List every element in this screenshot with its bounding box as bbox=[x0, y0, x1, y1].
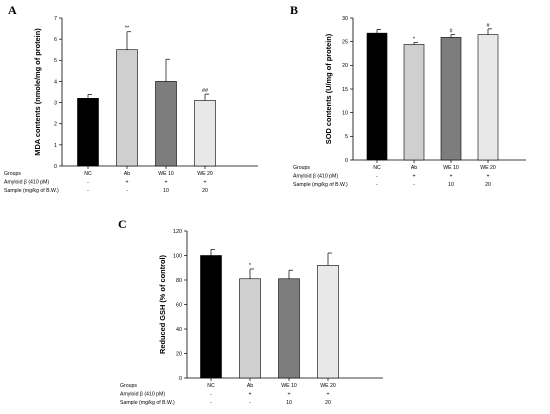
row-cell: - bbox=[87, 180, 89, 186]
y-tick-label: 0 bbox=[345, 158, 348, 164]
significance-mark: ** bbox=[125, 26, 130, 32]
y-tick-label: 5 bbox=[54, 58, 57, 64]
row-label: Sample (mg/kg of B.W.) bbox=[4, 188, 59, 194]
y-tick-label: 0 bbox=[179, 376, 182, 382]
x-tick-label: NC bbox=[373, 165, 381, 171]
y-tick-label: 15 bbox=[342, 87, 348, 93]
x-tick-label: Ab bbox=[247, 383, 253, 389]
row-cell: - bbox=[87, 188, 89, 194]
row-label: Groups bbox=[293, 165, 310, 171]
y-tick-label: 10 bbox=[342, 111, 348, 117]
x-tick-label: WE 20 bbox=[480, 165, 496, 171]
x-tick-label: Ab bbox=[411, 165, 417, 171]
row-cell: + bbox=[486, 174, 489, 180]
row-cell: 20 bbox=[202, 188, 208, 194]
row-label: Sample (mg/kg of B.W.) bbox=[120, 400, 175, 406]
y-tick-label: 1 bbox=[54, 143, 57, 149]
y-tick-label: 30 bbox=[342, 16, 348, 22]
row-label: Amyloid β (410 pM) bbox=[293, 174, 338, 180]
y-axis-title: Reduced GSH (% of control) bbox=[158, 254, 167, 353]
panel-c: C Reduced GSH (% of control) 0 20 40 60 80 100 1… bbox=[118, 217, 383, 406]
x-tick-label: WE 10 bbox=[443, 165, 459, 171]
row-cell: 10 bbox=[163, 188, 169, 194]
panel-a: A MDA contents (nmole/mg of protein) 0 1 2 3 4… bbox=[4, 3, 258, 194]
x-tick-label: WE 20 bbox=[197, 171, 213, 177]
row-cell: - bbox=[376, 182, 378, 188]
bar-3 bbox=[477, 34, 499, 161]
x-tick-label: NC bbox=[207, 383, 215, 389]
significance-mark: # bbox=[449, 29, 453, 35]
row-cell: 10 bbox=[286, 400, 292, 406]
y-tick-label: 2 bbox=[54, 122, 57, 128]
x-tick-label: NC bbox=[84, 171, 92, 177]
x-tick-label: WE 20 bbox=[320, 383, 336, 389]
bar-2 bbox=[278, 278, 300, 379]
row-cell: + bbox=[164, 180, 167, 186]
row-cell: - bbox=[249, 400, 251, 406]
row-label: Groups bbox=[4, 171, 21, 177]
y-tick-label: 120 bbox=[173, 229, 182, 235]
row-cell: + bbox=[412, 174, 415, 180]
row-label: Amyloid β (410 pM) bbox=[120, 392, 165, 398]
y-tick-label: 100 bbox=[173, 253, 182, 259]
row-cell: + bbox=[287, 392, 290, 398]
bar-1 bbox=[239, 278, 261, 379]
y-tick-label: 6 bbox=[54, 37, 57, 43]
row-cell: + bbox=[125, 180, 128, 186]
y-tick-label: 4 bbox=[54, 79, 57, 85]
y-tick-label: 0 bbox=[54, 164, 57, 170]
row-cell: 10 bbox=[448, 182, 454, 188]
significance-mark: # bbox=[486, 23, 490, 29]
row-cell: 20 bbox=[325, 400, 331, 406]
row-cell: - bbox=[210, 400, 212, 406]
y-tick-label: 25 bbox=[342, 40, 348, 46]
bar-1 bbox=[403, 44, 425, 161]
row-label: Groups bbox=[120, 383, 137, 389]
row-cell: - bbox=[126, 188, 128, 194]
significance-mark: * bbox=[413, 36, 416, 42]
x-tick-label: WE 10 bbox=[158, 171, 174, 177]
row-label: Sample (mg/kg of B.W.) bbox=[293, 182, 348, 188]
x-tick-label: WE 10 bbox=[281, 383, 297, 389]
y-tick-label: 60 bbox=[176, 302, 182, 308]
y-tick-label: 40 bbox=[176, 327, 182, 333]
y-tick-label: 20 bbox=[176, 351, 182, 357]
y-tick-label: 7 bbox=[54, 16, 57, 22]
x-tick-label: Ab bbox=[124, 171, 130, 177]
row-cell: + bbox=[203, 180, 206, 186]
y-tick-label: 5 bbox=[345, 134, 348, 140]
y-tick-label: 20 bbox=[342, 63, 348, 69]
bar-2 bbox=[155, 81, 177, 167]
row-cell: + bbox=[248, 392, 251, 398]
bar-2 bbox=[440, 37, 462, 161]
bar-0 bbox=[366, 32, 388, 161]
row-cell: + bbox=[449, 174, 452, 180]
row-cell: - bbox=[413, 182, 415, 188]
y-tick-label: 80 bbox=[176, 278, 182, 284]
y-axis-title: MDA contents (nmole/mg of protein) bbox=[33, 28, 42, 156]
bar-0 bbox=[200, 255, 222, 379]
panel-b: B SOD contents (U/mg of protein) 0 5 10 15 20 2… bbox=[290, 3, 526, 188]
y-tick-label: 3 bbox=[54, 100, 57, 106]
bar-3 bbox=[317, 264, 339, 379]
significance-mark: * bbox=[249, 263, 252, 269]
panel-letter: A bbox=[8, 3, 17, 17]
row-cell: - bbox=[210, 392, 212, 398]
bar-3 bbox=[194, 100, 216, 167]
panel-letter: B bbox=[290, 3, 298, 17]
y-axis-title: SOD contents (U/mg of protein) bbox=[324, 33, 333, 144]
significance-mark: ## bbox=[202, 88, 209, 94]
row-cell: 20 bbox=[485, 182, 491, 188]
row-cell: - bbox=[376, 174, 378, 180]
bar-0 bbox=[77, 98, 99, 167]
row-label: Amyloid β (410 pM) bbox=[4, 180, 49, 186]
bar-1 bbox=[116, 49, 138, 167]
row-cell: + bbox=[326, 392, 329, 398]
panel-letter: C bbox=[118, 217, 127, 231]
